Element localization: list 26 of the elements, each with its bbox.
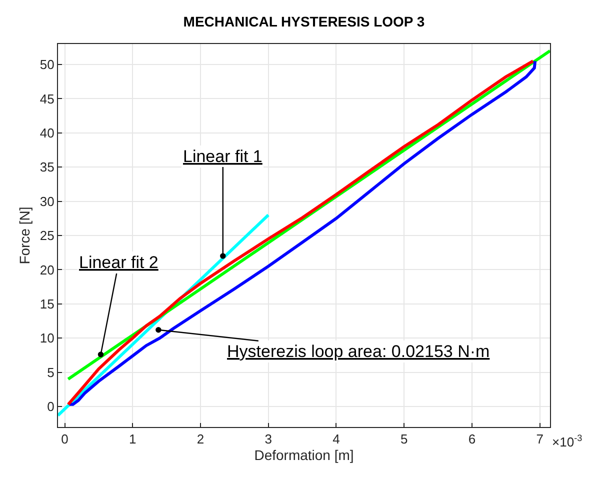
y-tick-label: 15 [40, 296, 54, 312]
x-axis-title: Deformation [m] [254, 446, 354, 463]
annotation: Hysterezis loop area: 0.02153 N·m [227, 342, 490, 361]
y-tick-label: 45 [40, 91, 54, 106]
y-tick-label: 20 [40, 262, 54, 278]
annotation: Linear fit 2 [79, 253, 158, 272]
y-tick-label: 25 [40, 228, 54, 244]
y-tick-label: 35 [40, 160, 54, 175]
y-axis-title: Force [N] [16, 206, 33, 264]
x-tick-label: 3 [264, 432, 272, 447]
annotation: Linear fit 1 [183, 147, 262, 166]
y-tick-label: 0 [47, 399, 54, 414]
x-tick-label: 6 [468, 432, 476, 447]
y-tick-label: 10 [40, 330, 54, 346]
y-tick-label: 40 [40, 125, 54, 140]
y-tick-label: 30 [40, 194, 54, 209]
x-tick-label: 1 [129, 432, 136, 447]
x-tick-label: 4 [332, 432, 340, 447]
text: ×10$^{-3}$ [552, 433, 582, 450]
x-tick-label: 2 [196, 432, 204, 447]
chart-title: MECHANICAL HYSTERESIS LOOP 3 [183, 14, 425, 30]
x-tick-label: 0 [61, 432, 68, 447]
x-tick-label: 7 [536, 432, 544, 447]
x-tick-label: 5 [400, 432, 408, 447]
y-tick-label: 5 [47, 364, 54, 380]
y-tick-label: 50 [40, 57, 54, 72]
